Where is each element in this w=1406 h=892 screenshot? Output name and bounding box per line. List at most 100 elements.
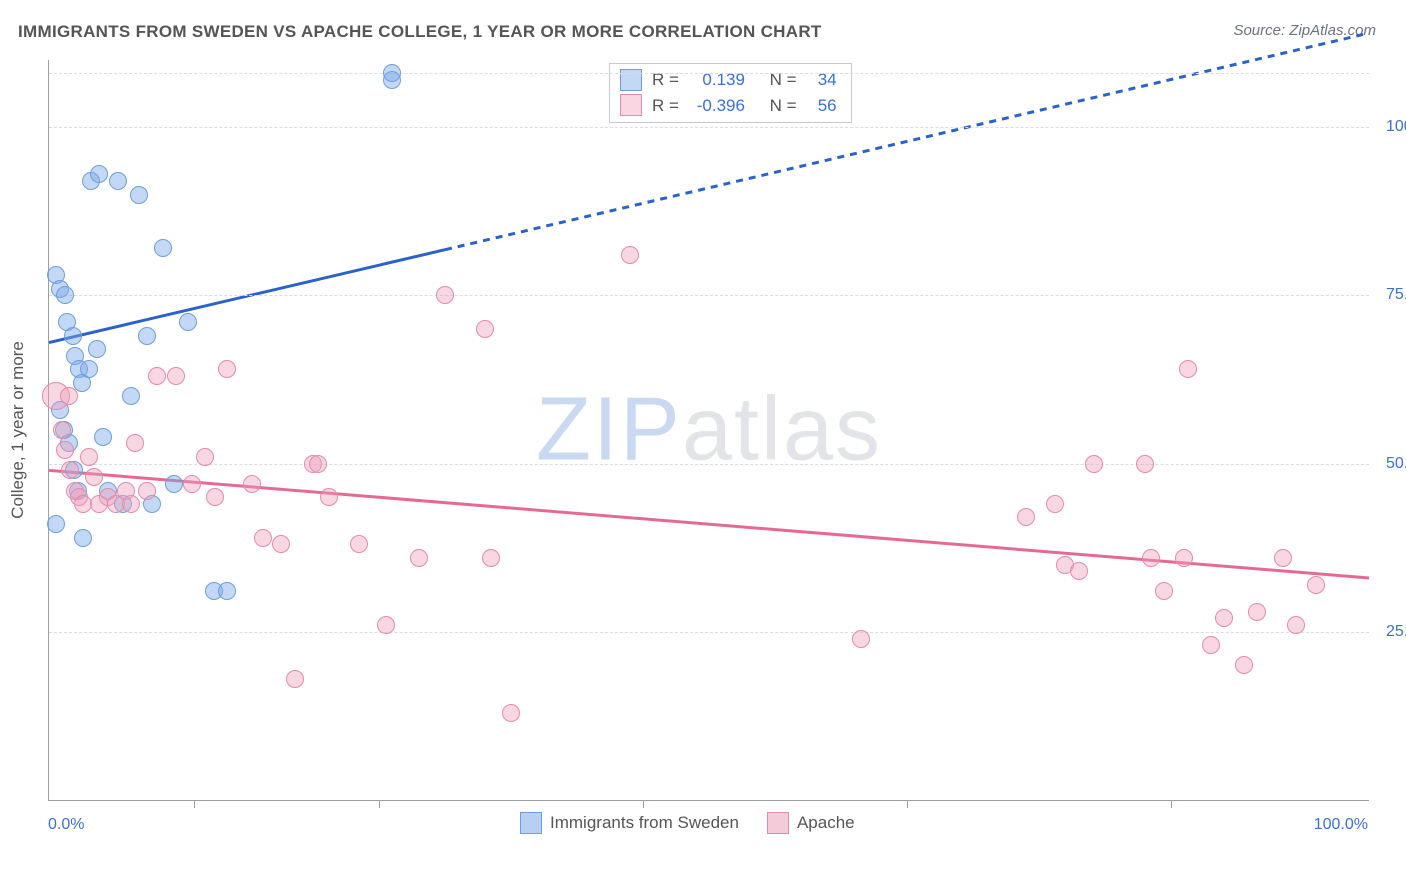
x-tick xyxy=(1171,800,1172,808)
y-tick-label: 50.0% xyxy=(1374,455,1406,473)
data-point-series-1 xyxy=(1215,609,1233,627)
data-point-series-1 xyxy=(1287,616,1305,634)
legend-item-1: Apache xyxy=(767,812,855,834)
gridline xyxy=(49,632,1369,633)
data-point-series-1 xyxy=(502,704,520,722)
data-point-series-1 xyxy=(1142,549,1160,567)
data-point-series-0 xyxy=(94,428,112,446)
stat-n-label: N = xyxy=(770,93,797,119)
data-point-series-0 xyxy=(74,529,92,547)
data-point-series-1 xyxy=(436,286,454,304)
stat-r-value-1: -0.396 xyxy=(689,93,745,119)
gridline xyxy=(49,295,1369,296)
data-point-series-1 xyxy=(1155,582,1173,600)
data-point-series-1 xyxy=(60,387,78,405)
data-point-series-0 xyxy=(122,387,140,405)
chart-title: IMMIGRANTS FROM SWEDEN VS APACHE COLLEGE… xyxy=(18,22,822,42)
data-point-series-1 xyxy=(254,529,272,547)
data-point-series-1 xyxy=(377,616,395,634)
x-tick xyxy=(194,800,195,808)
data-point-series-1 xyxy=(85,468,103,486)
data-point-series-1 xyxy=(1017,508,1035,526)
data-point-series-1 xyxy=(1248,603,1266,621)
stat-n-label: N = xyxy=(770,67,797,93)
data-point-series-1 xyxy=(148,367,166,385)
stat-r-value-0: 0.139 xyxy=(689,67,745,93)
trend-lines-layer xyxy=(49,60,1369,800)
data-point-series-0 xyxy=(165,475,183,493)
data-point-series-0 xyxy=(138,327,156,345)
data-point-series-1 xyxy=(1085,455,1103,473)
gridline xyxy=(49,127,1369,128)
data-point-series-1 xyxy=(482,549,500,567)
data-point-series-0 xyxy=(80,360,98,378)
data-point-series-1 xyxy=(126,434,144,452)
data-point-series-1 xyxy=(1136,455,1154,473)
data-point-series-1 xyxy=(350,535,368,553)
data-point-series-1 xyxy=(61,461,79,479)
legend-label-1: Apache xyxy=(797,813,855,833)
data-point-series-1 xyxy=(53,421,71,439)
data-point-series-1 xyxy=(1202,636,1220,654)
stats-row-series-0: R = 0.139 N = 34 xyxy=(620,67,837,93)
data-point-series-1 xyxy=(1274,549,1292,567)
data-point-series-1 xyxy=(286,670,304,688)
data-point-series-1 xyxy=(1235,656,1253,674)
data-point-series-0 xyxy=(109,172,127,190)
data-point-series-1 xyxy=(309,455,327,473)
stats-row-series-1: R = -0.396 N = 56 xyxy=(620,93,837,119)
x-axis-max-label: 100.0% xyxy=(1314,816,1368,834)
data-point-series-1 xyxy=(272,535,290,553)
data-point-series-1 xyxy=(183,475,201,493)
data-point-series-1 xyxy=(56,441,74,459)
stat-r-label: R = xyxy=(652,93,679,119)
data-point-series-0 xyxy=(154,239,172,257)
data-point-series-0 xyxy=(64,327,82,345)
stat-n-value-1: 56 xyxy=(807,93,837,119)
data-point-series-1 xyxy=(320,488,338,506)
x-tick xyxy=(907,800,908,808)
data-point-series-1 xyxy=(138,482,156,500)
swatch-series-0 xyxy=(620,69,642,91)
stat-r-label: R = xyxy=(652,67,679,93)
stats-legend-box: R = 0.139 N = 34 R = -0.396 N = 56 xyxy=(609,63,852,123)
data-point-series-0 xyxy=(88,340,106,358)
legend-item-0: Immigrants from Sweden xyxy=(520,812,739,834)
y-axis-title: College, 1 year or more xyxy=(8,341,28,519)
legend-swatch-1 xyxy=(767,812,789,834)
data-point-series-0 xyxy=(47,515,65,533)
data-point-series-1 xyxy=(243,475,261,493)
stat-n-value-0: 34 xyxy=(807,67,837,93)
x-tick xyxy=(379,800,380,808)
trend-line-series-0 xyxy=(445,33,1369,250)
legend-label-0: Immigrants from Sweden xyxy=(550,813,739,833)
gridline xyxy=(49,73,1369,74)
data-point-series-1 xyxy=(206,488,224,506)
swatch-series-1 xyxy=(620,94,642,116)
data-point-series-1 xyxy=(476,320,494,338)
data-point-series-1 xyxy=(1307,576,1325,594)
data-point-series-1 xyxy=(167,367,185,385)
y-tick-label: 100.0% xyxy=(1374,118,1406,136)
data-point-series-1 xyxy=(218,360,236,378)
plot-area: ZIPatlas R = 0.139 N = 34 R = -0.396 N =… xyxy=(48,60,1369,801)
data-point-series-0 xyxy=(56,286,74,304)
data-point-series-0 xyxy=(90,165,108,183)
gridline xyxy=(49,464,1369,465)
data-point-series-0 xyxy=(130,186,148,204)
x-tick xyxy=(643,800,644,808)
data-point-series-0 xyxy=(218,582,236,600)
data-point-series-1 xyxy=(1179,360,1197,378)
data-point-series-1 xyxy=(1070,562,1088,580)
data-point-series-1 xyxy=(410,549,428,567)
data-point-series-1 xyxy=(122,495,140,513)
x-axis-min-label: 0.0% xyxy=(48,816,84,834)
data-point-series-1 xyxy=(80,448,98,466)
source-attribution: Source: ZipAtlas.com xyxy=(1233,22,1376,39)
data-point-series-0 xyxy=(383,64,401,82)
data-point-series-1 xyxy=(196,448,214,466)
data-point-series-1 xyxy=(1175,549,1193,567)
legend-swatch-0 xyxy=(520,812,542,834)
data-point-series-0 xyxy=(179,313,197,331)
y-tick-label: 75.0% xyxy=(1374,286,1406,304)
